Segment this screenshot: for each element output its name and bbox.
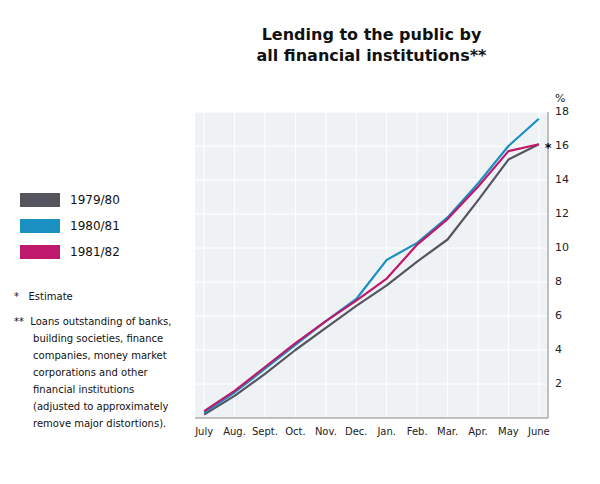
- x-grid-line: [264, 112, 265, 418]
- x-grid-line: [386, 112, 387, 418]
- footnote: building societies, finance: [14, 333, 163, 344]
- footnote: financial institutions: [14, 384, 134, 395]
- x-grid-line: [508, 112, 509, 418]
- x-tick-label: Oct.: [285, 426, 305, 437]
- x-grid-line: [295, 112, 296, 418]
- footnote: ** Loans outstanding of banks,: [14, 316, 172, 327]
- legend-swatch: [20, 245, 60, 259]
- x-tick-label: Aug.: [223, 426, 246, 437]
- footnote: corporations and other: [14, 367, 149, 378]
- x-grid-line: [538, 112, 539, 418]
- title: all financial institutions**: [257, 46, 488, 65]
- x-tick-label: June: [527, 426, 550, 437]
- x-tick-label: Dec.: [345, 426, 368, 437]
- y-grid-line: [195, 350, 548, 351]
- x-tick-label: Apr.: [468, 426, 488, 437]
- y-tick-label: 4: [555, 343, 562, 356]
- y-grid-line: [195, 384, 548, 385]
- title: Lending to the public by: [262, 25, 482, 44]
- x-tick-label: Feb.: [407, 426, 428, 437]
- y-grid-line: [195, 214, 548, 215]
- y-tick-label: 12: [555, 207, 569, 220]
- y-grid-line: [195, 180, 548, 181]
- footnote: * Estimate: [14, 291, 73, 302]
- x-tick-label: Jan.: [376, 426, 396, 437]
- y-tick-label: 8: [555, 275, 562, 288]
- y-grid-line: [195, 282, 548, 283]
- footnote: companies, money market: [14, 350, 167, 361]
- legend-label: 1980/81: [70, 219, 120, 233]
- x-tick-label: Sept.: [252, 426, 278, 437]
- y-grid-line: [195, 248, 548, 249]
- x-grid-line: [204, 112, 205, 418]
- series-line: [204, 119, 539, 413]
- x-grid-line: [356, 112, 357, 418]
- legend-swatch: [20, 219, 60, 233]
- y-axis-line: [548, 112, 549, 418]
- legend-label: 1981/82: [70, 245, 120, 259]
- x-tick-label: Mar.: [437, 426, 458, 437]
- y-grid-line: [195, 112, 548, 113]
- y-tick-label: 14: [555, 173, 569, 186]
- x-grid-line: [447, 112, 448, 418]
- x-grid-line: [234, 112, 235, 418]
- chart: 2 4 6 8 10 12 14 16 18% July Aug. Sept. Oct. Nov. Dec.…: [0, 0, 600, 484]
- y-grid-line: [195, 316, 548, 317]
- y-tick-label: 6: [555, 309, 562, 322]
- y-axis-label: %: [555, 92, 565, 105]
- x-tick-label: May: [498, 426, 519, 437]
- series-line: [204, 144, 539, 411]
- y-tick-label: 18: [555, 105, 569, 118]
- footnote: (adjusted to approximately: [14, 401, 169, 412]
- x-grid-line: [325, 112, 326, 418]
- x-grid-line: [417, 112, 418, 418]
- x-axis-line: [195, 418, 548, 419]
- x-tick-label: Nov.: [315, 426, 337, 437]
- footnote: remove major distortions).: [14, 418, 166, 429]
- x-grid-line: [478, 112, 479, 418]
- legend-label: 1979/80: [70, 193, 120, 207]
- plot-area: [195, 112, 548, 418]
- y-tick-label: 2: [555, 377, 562, 390]
- legend-swatch: [20, 193, 60, 207]
- x-tick-label: July: [194, 426, 213, 437]
- series-group: [204, 119, 539, 415]
- y-tick-label: 10: [555, 241, 569, 254]
- y-grid-line: [195, 146, 548, 147]
- y-tick-label: 16: [555, 139, 569, 152]
- annotation: *: [545, 140, 552, 155]
